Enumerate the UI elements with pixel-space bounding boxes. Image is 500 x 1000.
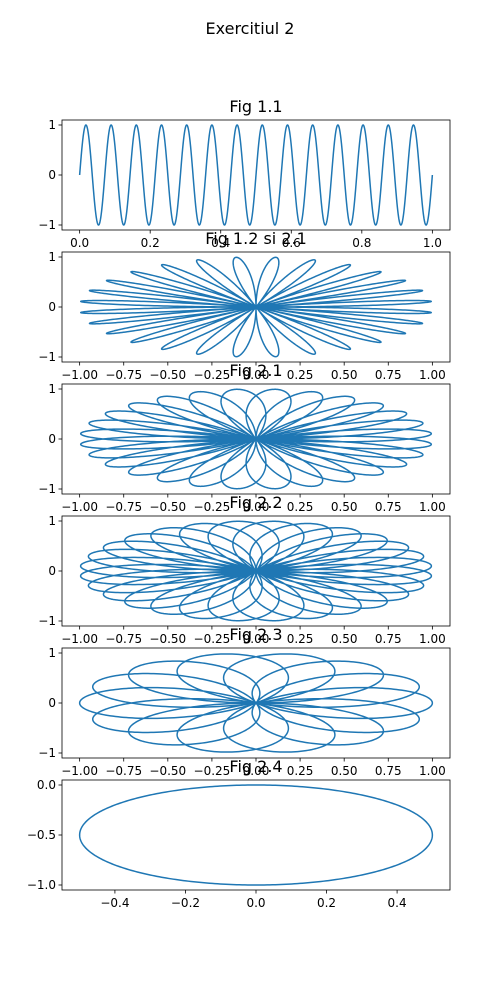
x-tick-label: 1.0 — [423, 236, 442, 250]
x-tick-label: −0.75 — [105, 500, 142, 514]
x-tick-label: 0.75 — [375, 764, 402, 778]
subplot-title: Fig 1.2 si 2.1 — [205, 229, 307, 248]
x-tick-label: −1.00 — [61, 764, 98, 778]
x-tick-label: 0.25 — [287, 764, 314, 778]
x-tick-label: 0.25 — [287, 632, 314, 646]
y-tick-label: 1 — [48, 382, 56, 396]
x-tick-label: −1.00 — [61, 632, 98, 646]
x-tick-label: 0.50 — [331, 764, 358, 778]
x-tick-label: 0.50 — [331, 632, 358, 646]
series-line — [78, 784, 434, 886]
x-tick-label: −0.4 — [100, 896, 129, 910]
x-tick-label: 0.00 — [243, 500, 270, 514]
x-tick-label: 1.00 — [419, 632, 446, 646]
y-tick-label: 1 — [48, 250, 56, 264]
subplot-3: −1.00 −0.75 −0.50 −0.25 0.00 0.25 0.50 0.75 1.00… — [38, 361, 451, 514]
x-tick-label: −0.2 — [171, 896, 200, 910]
x-tick-label: −0.50 — [149, 764, 186, 778]
x-tick-label: −0.75 — [105, 368, 142, 382]
axes-frame — [61, 779, 451, 891]
x-tick-label: 0.00 — [243, 632, 270, 646]
subplot-1: 0.0 0.2 0.4 0.6 0.8 1.0 −1 0 1 Fig 1.1 — [38, 97, 451, 250]
series-line — [79, 256, 433, 358]
x-tick-label: −0.50 — [149, 368, 186, 382]
subplot-5: −1.00 −0.75 −0.50 −0.25 0.00 0.25 0.50 0.75 1.00… — [38, 625, 451, 778]
y-tick-label: −0.5 — [27, 828, 56, 842]
x-tick-label: 0.4 — [388, 896, 407, 910]
x-tick-label: −0.75 — [105, 632, 142, 646]
x-tick-label: 0.25 — [287, 500, 314, 514]
x-tick-label: −0.50 — [149, 500, 186, 514]
y-tick-label: 0.0 — [37, 778, 56, 792]
x-tick-label: 0.00 — [243, 368, 270, 382]
x-tick-label: 0.2 — [317, 896, 336, 910]
y-tick-label: 0 — [48, 168, 56, 182]
x-tick-label: 0.50 — [331, 368, 358, 382]
series-line — [78, 124, 434, 226]
subplot-4: −1.00 −0.75 −0.50 −0.25 0.00 0.25 0.50 0.75 1.00… — [38, 493, 451, 646]
x-tick-label: 0.0 — [246, 896, 265, 910]
x-tick-label: 0.0 — [70, 236, 89, 250]
series-line — [79, 388, 433, 490]
x-tick-label: −0.50 — [149, 632, 186, 646]
y-tick-label: −1 — [38, 482, 56, 496]
y-tick-label: −1.0 — [27, 878, 56, 892]
subplot-title: Fig 2.3 — [229, 625, 282, 644]
x-tick-label: 1.00 — [419, 368, 446, 382]
figure-title: Exercitiul 2 — [206, 19, 295, 38]
subplot-6: −0.4 −0.2 0.0 0.2 0.4 −1.0 −0.5 0.0 Fig 2.4 — [27, 757, 451, 910]
subplot-title: Fig 1.1 — [229, 97, 282, 116]
x-tick-label: −1.00 — [61, 500, 98, 514]
x-tick-label: −1.00 — [61, 368, 98, 382]
y-tick-label: 1 — [48, 646, 56, 660]
x-tick-label: −0.75 — [105, 764, 142, 778]
x-tick-label: 0.6 — [282, 236, 301, 250]
x-tick-label: 0.75 — [375, 500, 402, 514]
y-tick-label: 0 — [48, 432, 56, 446]
y-tick-label: 0 — [48, 300, 56, 314]
y-tick-label: −1 — [38, 746, 56, 760]
y-tick-label: −1 — [38, 218, 56, 232]
x-tick-label: 0.75 — [375, 632, 402, 646]
subplot-title: Fig 2.1 — [229, 361, 282, 380]
x-tick-label: 0.2 — [141, 236, 160, 250]
x-tick-label: 0.8 — [352, 236, 371, 250]
x-tick-label: −0.25 — [194, 764, 231, 778]
subplot-title: Fig 2.4 — [229, 757, 282, 776]
y-tick-label: −1 — [38, 350, 56, 364]
y-tick-label: 0 — [48, 564, 56, 578]
y-tick-label: −1 — [38, 614, 56, 628]
x-tick-label: 1.00 — [419, 500, 446, 514]
subplot-2: −1.00 −0.75 −0.50 −0.25 0.00 0.25 0.50 0.75 1.00… — [38, 229, 451, 382]
series-line — [79, 520, 433, 622]
x-tick-label: 0.25 — [287, 368, 314, 382]
y-tick-label: 1 — [48, 514, 56, 528]
y-tick-label: 0 — [48, 696, 56, 710]
x-tick-label: 0.00 — [243, 764, 270, 778]
x-tick-label: 0.50 — [331, 500, 358, 514]
x-tick-label: 1.00 — [419, 764, 446, 778]
x-tick-label: 0.4 — [211, 236, 230, 250]
series-line — [78, 653, 434, 753]
x-tick-label: 0.75 — [375, 368, 402, 382]
x-tick-label: −0.25 — [194, 500, 231, 514]
x-tick-label: −0.25 — [194, 632, 231, 646]
subplot-title: Fig 2.2 — [229, 493, 282, 512]
x-tick-label: −0.25 — [194, 368, 231, 382]
y-tick-label: 1 — [48, 118, 56, 132]
